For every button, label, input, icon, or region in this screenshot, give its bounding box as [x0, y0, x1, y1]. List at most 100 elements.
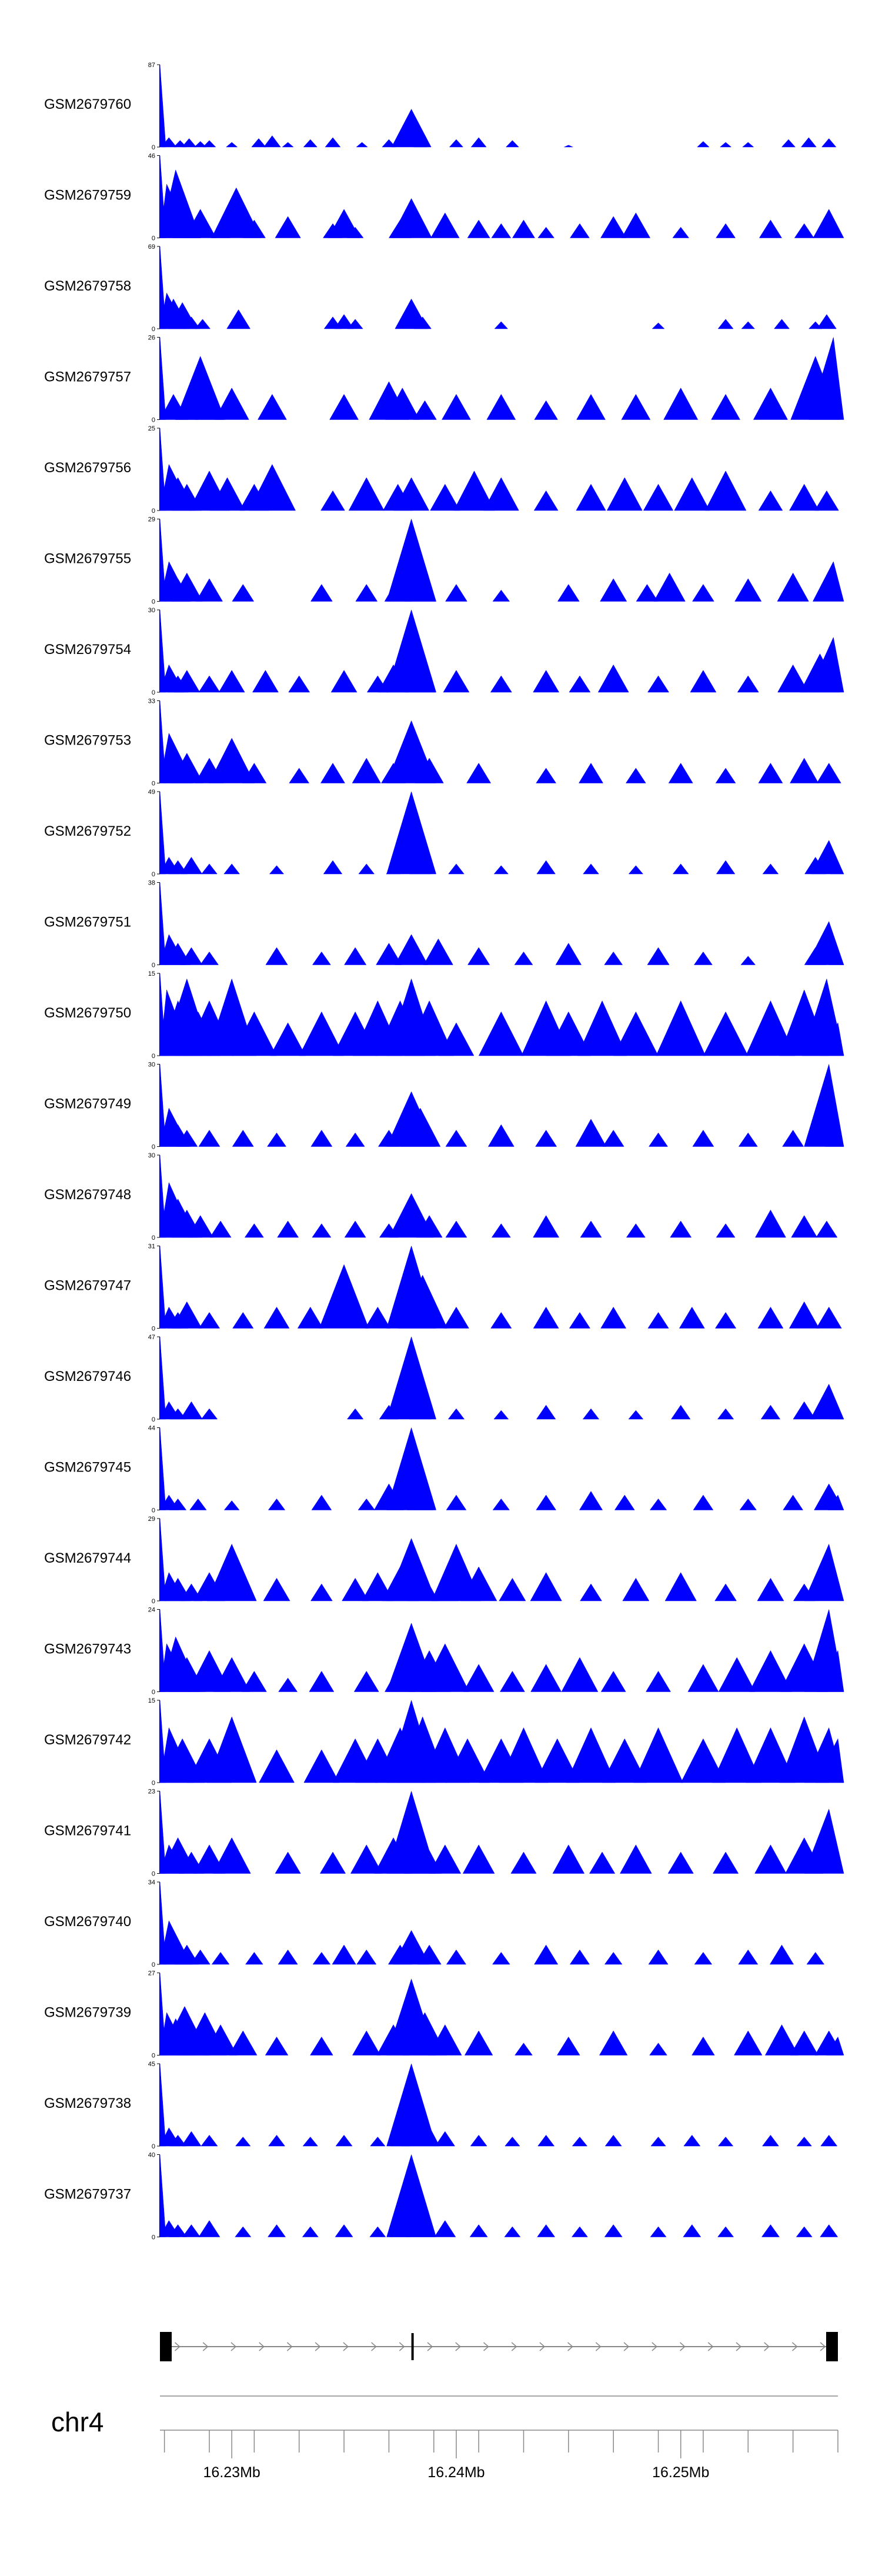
coverage-peak [310, 2036, 333, 2056]
track-GSM2679755: GSM2679755 29 0 [44, 516, 844, 606]
y-max-label: 45 [148, 2061, 155, 2068]
coverage-peak [580, 1220, 602, 1238]
coverage-peak [180, 947, 203, 965]
y-max-label: 23 [148, 1788, 155, 1796]
chromosome-label: chr4 [51, 2407, 103, 2437]
coverage-peak [604, 2224, 623, 2237]
y-min-label: 0 [152, 326, 155, 333]
coverage-peak [242, 219, 266, 238]
coverage-peak [365, 1306, 391, 1329]
coverage-peak [420, 1643, 470, 1692]
coverage-peak [626, 1223, 646, 1238]
track-GSM2679737: GSM2679737 40 0 [44, 2152, 838, 2241]
coverage-peak [664, 1572, 697, 1601]
coverage-peak [504, 2226, 521, 2237]
coverage-peak [268, 2224, 286, 2237]
coverage-peak [782, 1130, 804, 1147]
coverage-peak [647, 675, 670, 693]
y-max-label: 69 [148, 243, 155, 251]
track-label: GSM2679742 [44, 1732, 131, 1748]
coverage-peak [346, 1408, 364, 1420]
track-GSM2679743: GSM2679743 24 0 [44, 1607, 844, 1696]
track-GSM2679738: GSM2679738 45 0 [44, 2061, 838, 2150]
coverage-peak [323, 860, 343, 875]
coverage-peak [492, 1951, 510, 1965]
coverage-peak [235, 2226, 252, 2237]
coverage-peak [716, 860, 736, 875]
coverage-peak [201, 2134, 218, 2147]
coverage-peak [449, 139, 464, 148]
coverage-peak [667, 1851, 694, 1874]
coverage-peak [777, 664, 809, 693]
coverage-peak [796, 2226, 813, 2237]
coverage-peak [687, 1664, 719, 1692]
y-max-label: 40 [148, 2152, 155, 2159]
coverage-peak [715, 768, 736, 783]
coverage-peak [491, 1223, 511, 1238]
strand-arrow-icon [399, 2342, 405, 2351]
y-min-label: 0 [152, 144, 155, 151]
coverage-peak [715, 1312, 737, 1329]
coverage-peak [430, 483, 460, 511]
coverage-peak [201, 1408, 218, 1420]
coverage-peak [746, 1727, 796, 1783]
coverage-peak [546, 1011, 592, 1056]
coverage-peak [483, 477, 519, 511]
y-min-label: 0 [152, 871, 155, 878]
coverage-peak [487, 1124, 514, 1147]
track-GSM2679756: GSM2679756 25 0 [44, 425, 839, 515]
coverage-peak [569, 675, 591, 693]
coverage-peak [334, 314, 354, 329]
coverage-peak [212, 1837, 251, 1874]
y-max-label: 25 [148, 425, 155, 432]
coverage-peak [716, 223, 736, 238]
coverage-peak [200, 951, 219, 965]
coverage-peak [742, 142, 754, 148]
track-GSM2679751: GSM2679751 38 0 [44, 880, 844, 969]
coverage-peak [761, 2134, 779, 2147]
coverage-peak [213, 1657, 250, 1692]
coverage-peak [734, 2030, 763, 2056]
coverage-peak [400, 2109, 440, 2147]
track-label: GSM2679740 [44, 1914, 131, 1930]
track-label: GSM2679752 [44, 823, 131, 839]
coverage-peak [268, 2134, 286, 2147]
coverage-peak [397, 1274, 448, 1329]
y-max-label: 34 [148, 1879, 155, 1886]
coverage-peak [774, 319, 790, 329]
coverage-peak [265, 947, 288, 965]
coverage-peak [182, 316, 201, 329]
y-max-label: 31 [148, 1243, 155, 1250]
coverage-peak [282, 142, 294, 148]
coverage-peak [434, 2220, 456, 2237]
coverage-peak [561, 1657, 599, 1692]
y-max-label: 27 [148, 1970, 155, 1977]
strand-arrow-icon [511, 2342, 517, 2351]
coverage-peak [417, 1944, 442, 1965]
coverage-peak [203, 2024, 238, 2056]
strand-arrow-icon [371, 2342, 377, 2351]
strand-arrow-icon [202, 2342, 209, 2351]
coverage-peak [356, 142, 368, 148]
coverage-peak [734, 578, 762, 602]
track-label: GSM2679743 [44, 1641, 131, 1657]
coverage-peak [717, 2226, 734, 2237]
track-label: GSM2679754 [44, 642, 131, 658]
coverage-peak [319, 1851, 346, 1874]
y-min-label: 0 [152, 508, 155, 515]
coverage-peak [173, 670, 201, 693]
coverage-peak [470, 137, 487, 148]
coverage-peak [794, 223, 814, 238]
track-GSM2679757: GSM2679757 26 0 [44, 335, 844, 424]
coverage-peak [413, 139, 427, 148]
coverage-peak [572, 2137, 588, 2147]
track-GSM2679747: GSM2679747 31 0 [44, 1243, 842, 1333]
y-max-label: 46 [148, 153, 155, 160]
track-GSM2679746: GSM2679746 47 0 [44, 1334, 844, 1423]
coverage-peak [761, 2224, 780, 2237]
coverage-peak [533, 1306, 559, 1329]
coverage-peak [310, 1583, 333, 1601]
coverage-peak [395, 934, 429, 965]
coverage-peak [169, 1498, 187, 1510]
coverage-peak [223, 1500, 240, 1510]
